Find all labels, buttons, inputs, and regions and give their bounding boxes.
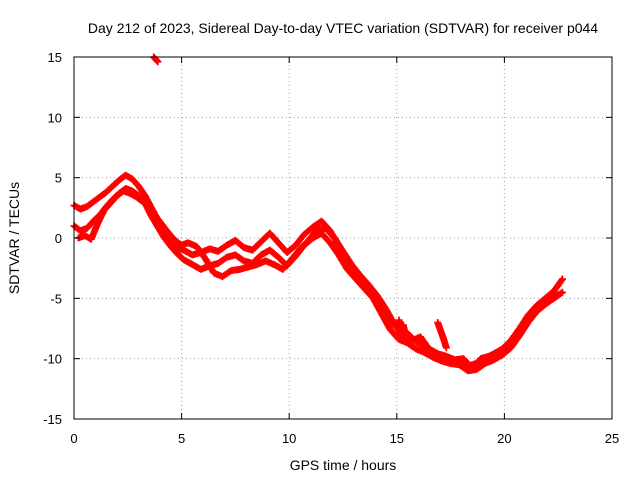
y-tick-label: 0 (55, 231, 62, 246)
x-tick-label: 15 (390, 431, 404, 446)
axis-ticks: 0 5 10 15 20 25 -15 -10 -5 0 5 10 15 (43, 50, 619, 446)
grid (74, 57, 612, 419)
y-tick-label: 10 (48, 110, 62, 125)
data-point (559, 288, 567, 296)
y-tick-label: -15 (43, 412, 62, 427)
x-tick-label: 10 (282, 431, 296, 446)
x-tick-label: 20 (497, 431, 511, 446)
y-tick-label: 5 (55, 171, 62, 186)
x-tick-label: 5 (178, 431, 185, 446)
data-point (401, 331, 409, 339)
chart-title: Day 212 of 2023, Sidereal Day-to-day VTE… (88, 20, 598, 36)
data-point (442, 344, 450, 352)
data-point (154, 58, 162, 66)
y-tick-label: -10 (43, 352, 62, 367)
data-point-fill (558, 276, 566, 284)
y-tick-label: 15 (48, 50, 62, 65)
y-tick-label: -5 (50, 291, 62, 306)
x-tick-label: 25 (605, 431, 619, 446)
y-axis-label: SDTVAR / TECUs (6, 182, 22, 294)
x-tick-label: 0 (70, 431, 77, 446)
data-point (559, 275, 567, 283)
data-marks (70, 53, 567, 375)
x-axis-label: GPS time / hours (290, 457, 397, 473)
data-point (554, 291, 562, 299)
